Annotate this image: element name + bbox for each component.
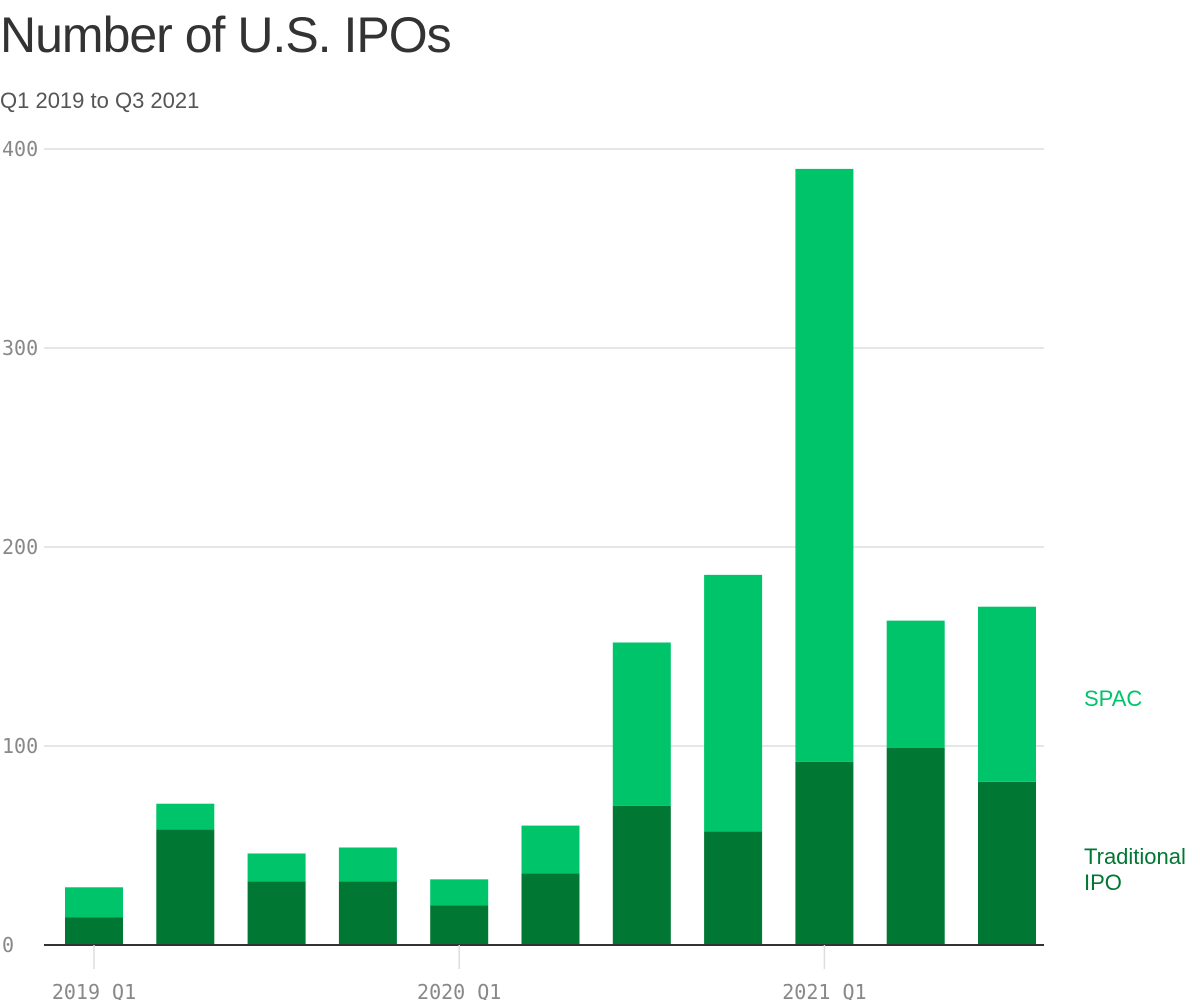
y-tick-label: 200	[2, 535, 38, 559]
bar-segment-traditional-ipo	[795, 761, 854, 945]
bar-segment-spac	[886, 620, 945, 748]
bar-segment-spac	[65, 887, 123, 918]
chart-title: Number of U.S. IPOs	[0, 7, 452, 63]
gridlines	[44, 148, 1044, 747]
bar-segment-spac	[430, 879, 489, 906]
axes: 0 100 200 300 400 2019 Q1 2020 Q1 2021 Q1	[2, 137, 1044, 1000]
y-tick-label: 400	[2, 137, 38, 161]
bar-segment-spac	[612, 642, 671, 806]
bar-segment-traditional-ipo	[612, 805, 671, 945]
bar-segment-spac	[521, 825, 580, 874]
bar-segment-spac	[704, 574, 763, 832]
bar-segment-traditional-ipo	[65, 917, 123, 945]
bar-segment-spac	[978, 606, 1036, 782]
bar-segment-traditional-ipo	[704, 831, 763, 945]
bar-segment-traditional-ipo	[886, 747, 945, 945]
bar-segment-spac	[247, 853, 306, 882]
y-tick-label: 100	[2, 734, 38, 758]
bar-segment-traditional-ipo	[247, 881, 306, 945]
bar-segment-spac	[795, 168, 854, 762]
bar-segment-spac	[338, 847, 397, 882]
bar-segment-traditional-ipo	[156, 829, 215, 945]
x-tick-label: 2020 Q1	[417, 980, 501, 1000]
chart-subtitle: Q1 2019 to Q3 2021	[0, 88, 200, 113]
x-tick-label: 2019 Q1	[52, 980, 136, 1000]
bar-segment-traditional-ipo	[338, 881, 397, 945]
bar-segment-spac	[156, 803, 215, 830]
bar-segment-traditional-ipo	[521, 873, 580, 945]
x-tick-label: 2021 Q1	[782, 980, 866, 1000]
bar-segment-traditional-ipo	[978, 781, 1036, 945]
legend-label-spac: SPAC	[1084, 686, 1142, 711]
legend-label-traditional-ipo: Traditional	[1084, 844, 1186, 869]
legend-label-traditional-ipo: IPO	[1084, 870, 1122, 895]
y-tick-label: 300	[2, 336, 38, 360]
y-tick-label: 0	[2, 933, 14, 957]
bars	[65, 168, 1036, 945]
bar-segment-traditional-ipo	[430, 905, 489, 945]
